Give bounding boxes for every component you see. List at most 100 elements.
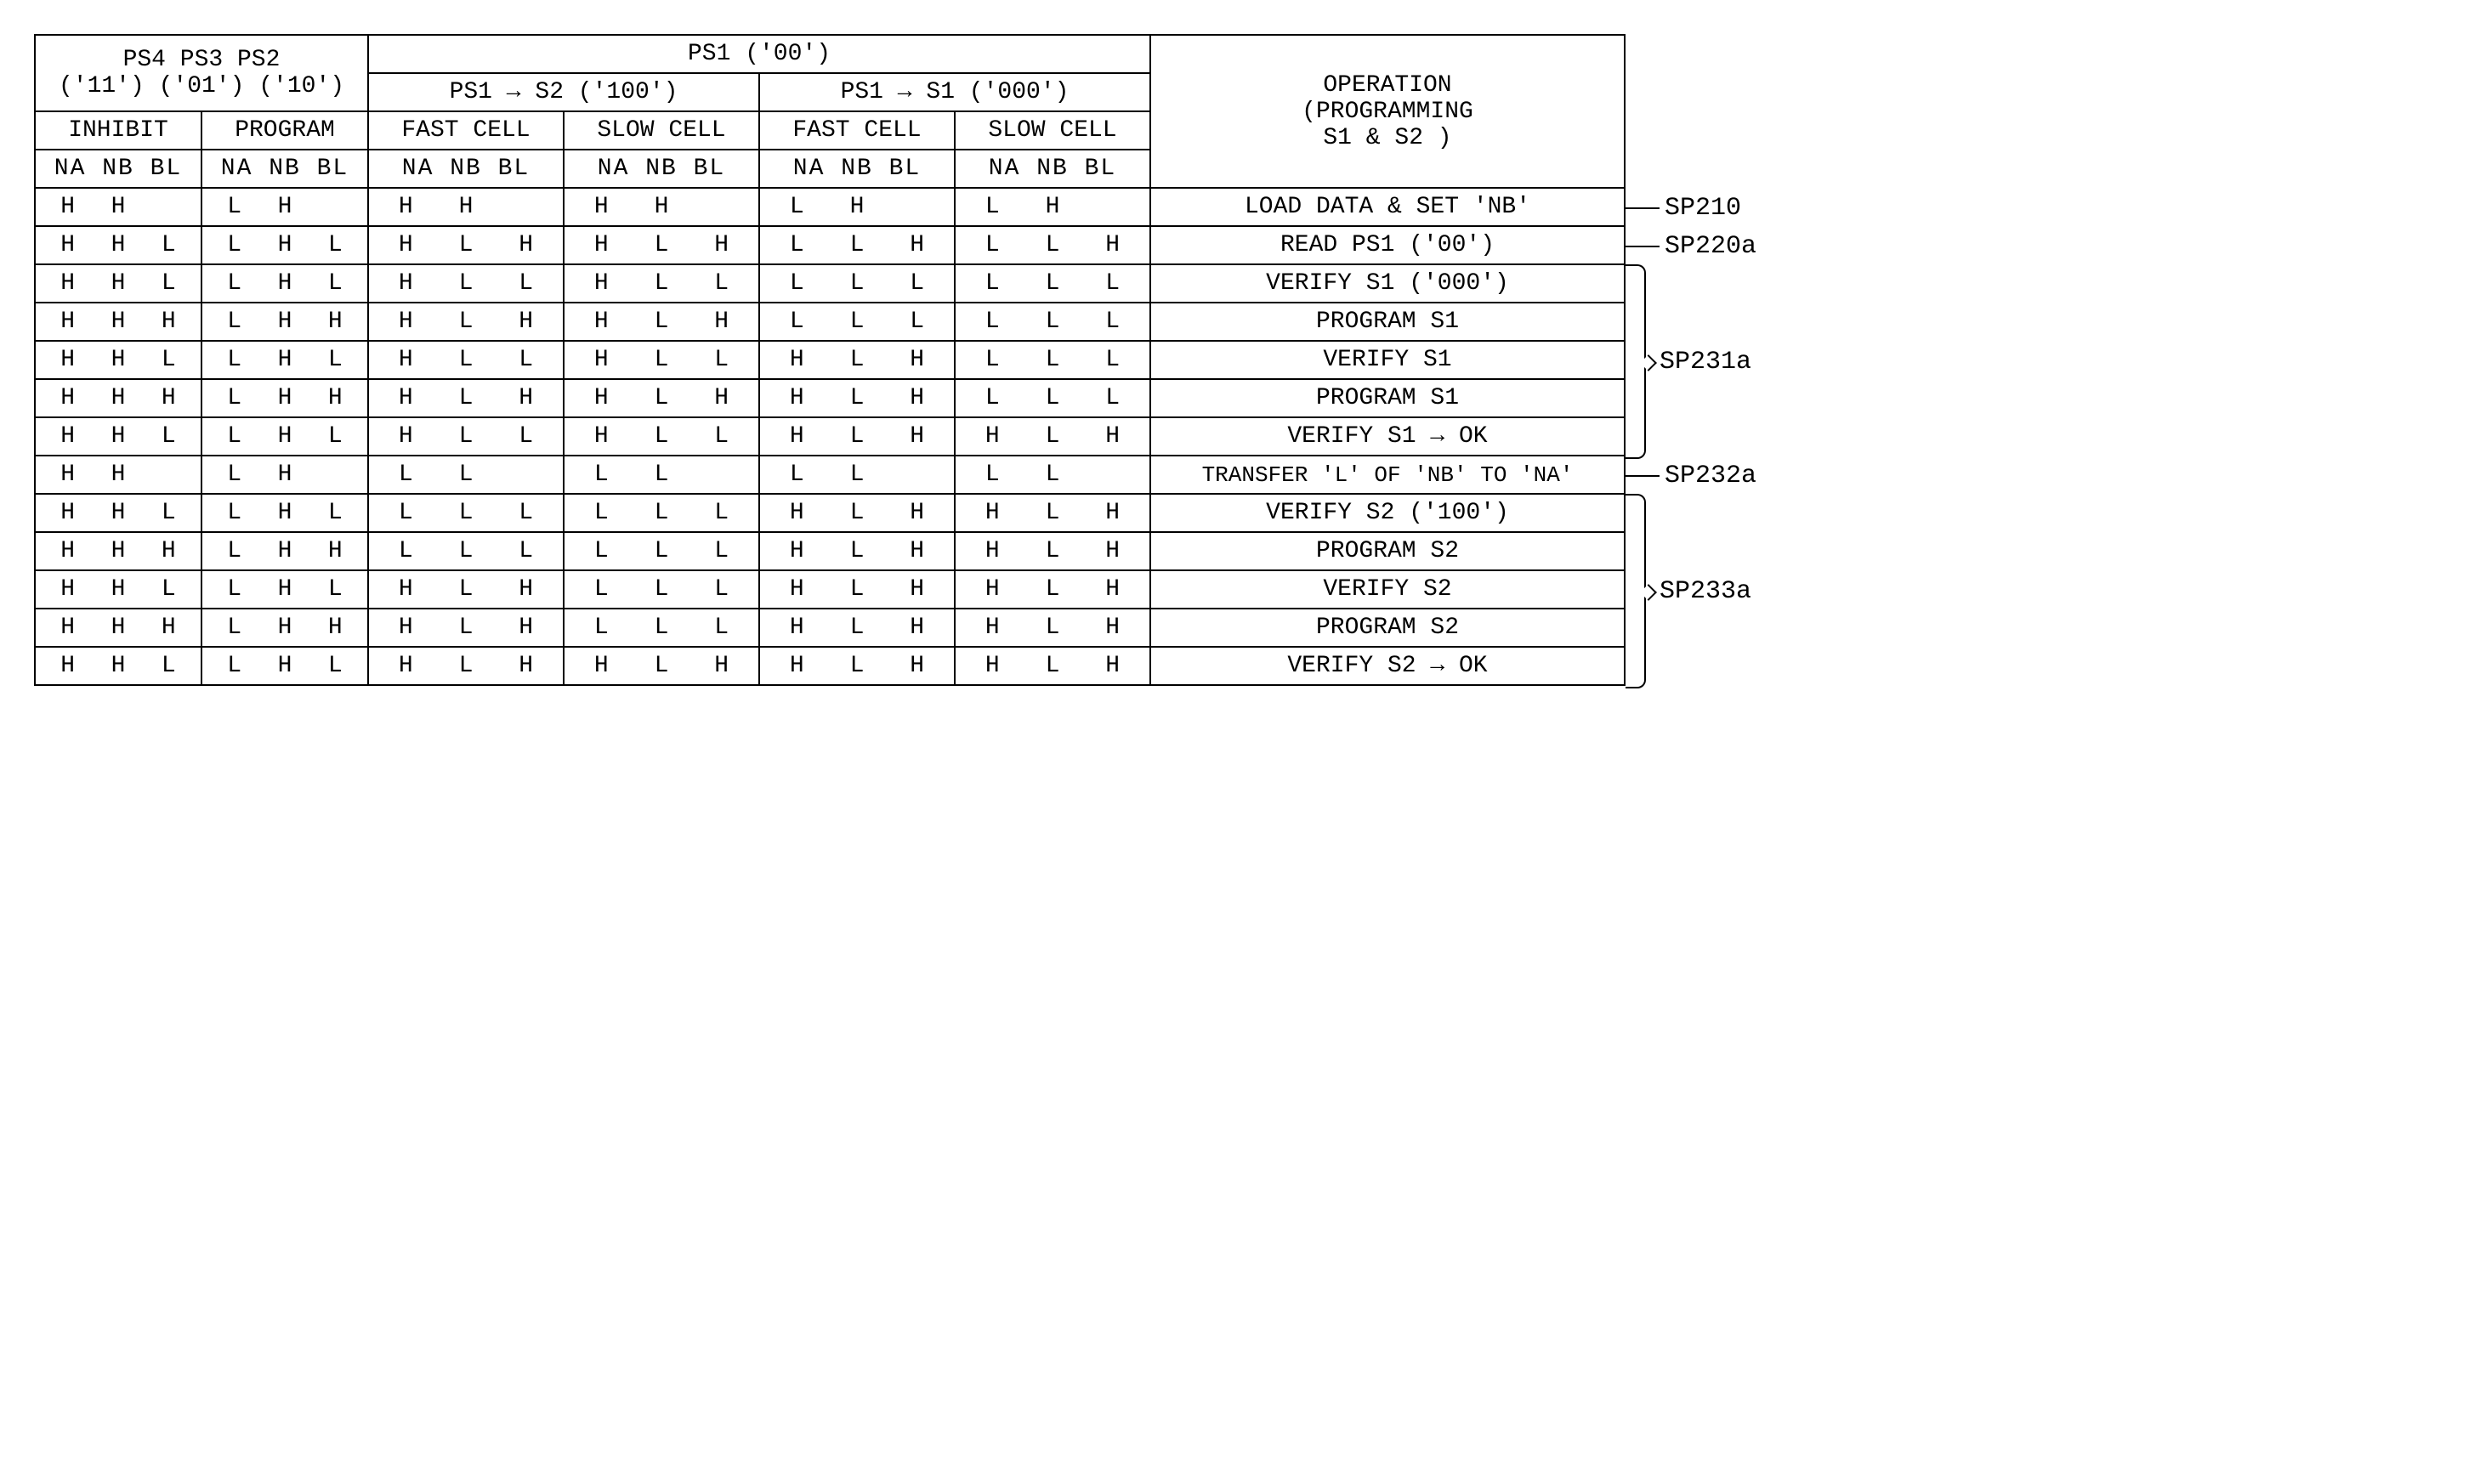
cell-bl: [496, 194, 556, 220]
cell: HLH: [759, 417, 955, 456]
cell-nb: H: [436, 194, 496, 220]
cell-bl: H: [691, 232, 752, 258]
cell-na: H: [43, 538, 93, 564]
cell-na: H: [43, 309, 93, 335]
cell-nb: L: [1023, 232, 1083, 258]
cell-na: L: [962, 462, 1023, 488]
table-row: HHHLHHHLHLLLHLHHLHPROGRAM S2: [35, 609, 1625, 647]
cell-bl: [144, 194, 194, 220]
table-row: HHLLHLHLLHLLLLLLLLVERIFY S1 ('000'): [35, 264, 1625, 303]
cell-nb: H: [259, 538, 309, 564]
hdr-ps1-s1: PS1 → S1 ('000'): [759, 73, 1150, 111]
cell: LLL: [955, 341, 1150, 379]
cell-na: H: [767, 615, 827, 641]
cell-nb: L: [436, 615, 496, 641]
cell-na: L: [376, 538, 436, 564]
cell-bl: [887, 194, 947, 220]
hdr-program: PROGRAM: [201, 111, 368, 150]
cell-nb: L: [632, 538, 692, 564]
cell-na: L: [209, 309, 259, 335]
operation-cell: VERIFY S1: [1150, 341, 1625, 379]
cell-nb: L: [827, 232, 888, 258]
cell: HHL: [35, 570, 201, 609]
cell-nb: H: [259, 347, 309, 373]
cell-bl: L: [144, 270, 194, 297]
cell-nb: H: [93, 615, 143, 641]
cell-na: H: [962, 500, 1023, 526]
cell-bl: L: [310, 423, 360, 450]
table-row: HHLLHLHLLHLLHLHHLHVERIFY S1 → OK: [35, 417, 1625, 456]
cell-bl: H: [1082, 232, 1143, 258]
cell: LH: [955, 188, 1150, 226]
cell-bl: H: [887, 653, 947, 679]
cell-nb: H: [259, 309, 309, 335]
cell-bl: H: [887, 576, 947, 603]
cell-na: H: [767, 538, 827, 564]
hdr-ps-group: PS4 PS3 PS2 ('11') ('01') ('10'): [35, 35, 368, 111]
operation-cell: LOAD DATA & SET 'NB': [1150, 188, 1625, 226]
cell: HHH: [35, 532, 201, 570]
cell-na: H: [43, 194, 93, 220]
cell: LHL: [201, 417, 368, 456]
table-row: HHLLHLHLHHLHLLHLLHREAD PS1 ('00'): [35, 226, 1625, 264]
cell-na: H: [962, 576, 1023, 603]
cell-bl: L: [310, 576, 360, 603]
cell-bl: L: [144, 423, 194, 450]
annotation-label: SP233a: [1660, 577, 1751, 606]
cell: LL: [564, 456, 759, 494]
table-row: HHLLHLHLHLLLHLHHLHVERIFY S2: [35, 570, 1625, 609]
cell-nb: L: [827, 309, 888, 335]
cell-nb: H: [259, 576, 309, 603]
cell-bl: [1082, 462, 1143, 488]
cell: HLH: [955, 647, 1150, 685]
cell-bl: L: [310, 500, 360, 526]
cell-bl: H: [1082, 615, 1143, 641]
cell-nb: H: [93, 232, 143, 258]
cell: HLL: [368, 264, 564, 303]
cell-bl: L: [310, 232, 360, 258]
cell-na: L: [767, 462, 827, 488]
cell-nb: L: [1023, 309, 1083, 335]
cell-na: H: [376, 653, 436, 679]
cell-bl: L: [691, 538, 752, 564]
cell-na: H: [43, 270, 93, 297]
cell-nb: L: [827, 347, 888, 373]
cell: LHL: [201, 570, 368, 609]
cell: HHL: [35, 264, 201, 303]
cell-bl: H: [496, 309, 556, 335]
cell-nb: L: [827, 462, 888, 488]
cell-na: H: [571, 194, 632, 220]
cell-bl: L: [1082, 385, 1143, 411]
cell-nb: H: [259, 462, 309, 488]
cell-na: L: [209, 347, 259, 373]
operation-cell: READ PS1 ('00'): [1150, 226, 1625, 264]
cell-nb: L: [1023, 538, 1083, 564]
cell-na: H: [43, 615, 93, 641]
cell-bl: H: [887, 347, 947, 373]
cell-nb: H: [259, 194, 309, 220]
cell-nb: H: [93, 385, 143, 411]
cell: HHL: [35, 494, 201, 532]
cell: HLH: [368, 570, 564, 609]
cell-bl: H: [310, 615, 360, 641]
cell-nb: L: [436, 423, 496, 450]
cell-nb: L: [1023, 500, 1083, 526]
cell: HLL: [564, 264, 759, 303]
cell: HLH: [955, 532, 1150, 570]
cell-bl: H: [887, 385, 947, 411]
cell-bl: H: [310, 385, 360, 411]
cell-bl: [310, 462, 360, 488]
cell-nb: H: [93, 653, 143, 679]
hdr-operation-line3: S1 & S2 ): [1158, 125, 1617, 151]
cell-bl: H: [496, 653, 556, 679]
cell-nb: L: [827, 270, 888, 297]
cell: LH: [201, 188, 368, 226]
cell: HH: [368, 188, 564, 226]
cell-na: H: [43, 500, 93, 526]
cell-na: H: [767, 653, 827, 679]
hdr-ps1: PS1 ('00'): [368, 35, 1150, 73]
cell: LH: [201, 456, 368, 494]
cell-bl: H: [1082, 500, 1143, 526]
hdr-fast-1: FAST CELL: [368, 111, 564, 150]
cell-nb: L: [1023, 423, 1083, 450]
